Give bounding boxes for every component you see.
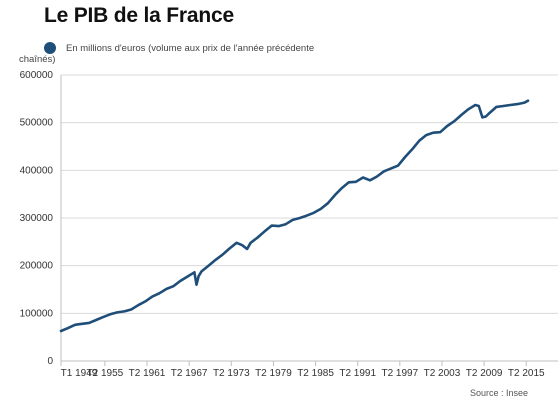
y-tick-label: 100000 (20, 308, 54, 319)
series-line (59, 99, 530, 333)
x-tick-label: T2 2009 (466, 368, 503, 379)
y-tick-labels: 0 100000 200000 300000 400000 500000 600000 (20, 70, 54, 367)
x-tick-label: T2 1955 (87, 368, 124, 379)
x-tick-label: T2 1961 (129, 368, 166, 379)
y-tick-label: 600000 (20, 70, 54, 81)
y-tick-label: 200000 (20, 261, 54, 272)
x-tick-label: T2 1967 (171, 368, 208, 379)
x-tick-label: T2 2015 (508, 368, 545, 379)
x-tick-label: T2 2003 (424, 368, 461, 379)
y-tick-label: 500000 (20, 118, 54, 129)
legend-label-line1: En millions d'euros (volume aux prix de … (66, 43, 315, 54)
grid-layer (61, 74, 558, 314)
x-tick-label: T2 1997 (381, 368, 418, 379)
y-tick-label: 400000 (20, 165, 54, 176)
x-tick-label: T2 1991 (339, 368, 376, 379)
source-note: Source : Insee (470, 388, 529, 398)
x-tick-label: T1 1949 (61, 368, 98, 379)
y-tick-label: 300000 (20, 213, 54, 224)
chart-title: Le PIB de la France (44, 4, 234, 27)
y-tick-label: 0 (47, 356, 53, 367)
x-tick-label: T2 1973 (213, 368, 250, 379)
legend-label-line2: chaînés) (19, 54, 56, 65)
axis-layer (60, 75, 558, 366)
series-layer (59, 99, 530, 333)
x-tick-label: T2 1979 (255, 368, 292, 379)
x-tick-label: T2 1985 (297, 368, 334, 379)
legend-swatch (44, 42, 56, 54)
